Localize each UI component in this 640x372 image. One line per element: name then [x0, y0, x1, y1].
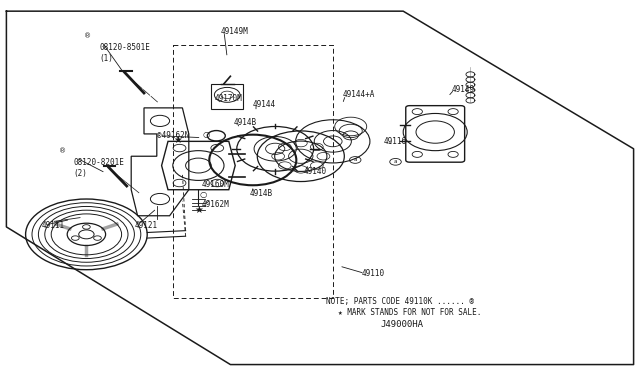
Text: (2): (2): [74, 169, 88, 178]
Circle shape: [83, 225, 90, 229]
Text: (1): (1): [99, 54, 113, 63]
Text: ★: ★: [173, 135, 182, 144]
Text: ○: ○: [200, 190, 207, 199]
Text: ★: ★: [194, 205, 203, 215]
Text: 08120-8201E: 08120-8201E: [74, 158, 124, 167]
Text: ®: ®: [59, 148, 66, 154]
Text: 49170M: 49170M: [214, 94, 242, 103]
Text: ®49162N: ®49162N: [157, 131, 189, 140]
Text: 49144+A: 49144+A: [342, 90, 375, 99]
Text: 49160M: 49160M: [202, 180, 229, 189]
Text: 49111: 49111: [42, 221, 65, 230]
Text: 08120-8501E: 08120-8501E: [99, 43, 150, 52]
Text: ○: ○: [202, 130, 210, 139]
Text: NOTE; PARTS CODE 49110K ...... ®: NOTE; PARTS CODE 49110K ...... ®: [326, 297, 474, 306]
Text: ★ MARK STANDS FOR NOT FOR SALE.: ★ MARK STANDS FOR NOT FOR SALE.: [338, 308, 481, 317]
Text: 49149M: 49149M: [221, 27, 248, 36]
Text: 4914B: 4914B: [250, 189, 273, 198]
Text: 49110: 49110: [362, 269, 385, 278]
Circle shape: [72, 236, 79, 240]
Text: ®: ®: [84, 33, 92, 39]
Text: J49000HA: J49000HA: [381, 320, 424, 329]
Text: 4914B: 4914B: [234, 118, 257, 127]
Text: 49116: 49116: [384, 137, 407, 146]
Text: 49144: 49144: [253, 100, 276, 109]
Text: 49162M: 49162M: [202, 200, 229, 209]
Text: 49140: 49140: [304, 167, 327, 176]
Text: a: a: [353, 157, 357, 163]
Text: 49149: 49149: [451, 85, 474, 94]
Circle shape: [93, 236, 101, 240]
Text: 49121: 49121: [134, 221, 157, 230]
Text: a: a: [394, 159, 397, 164]
Bar: [211, 84, 243, 109]
